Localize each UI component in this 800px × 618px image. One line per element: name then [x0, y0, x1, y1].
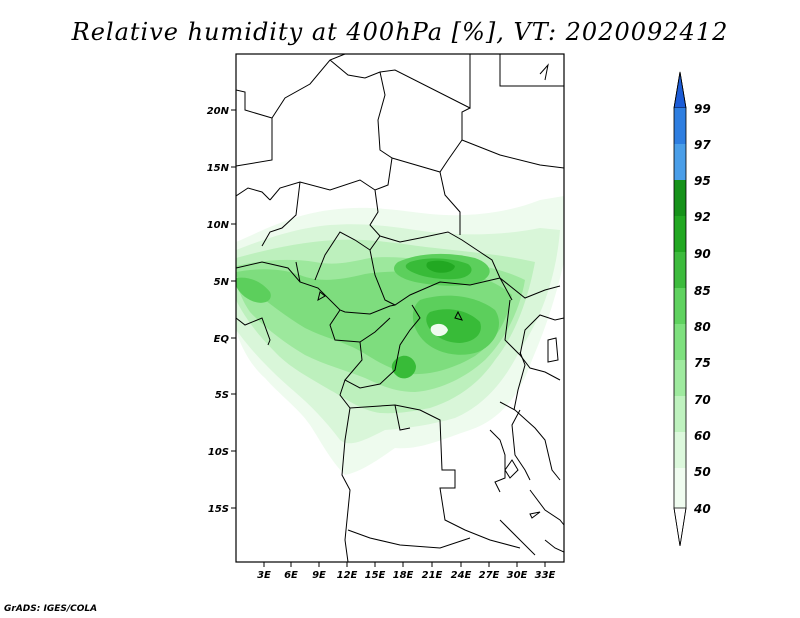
lon-tick-marks [263, 562, 546, 567]
lon-tick-label: 30E [507, 570, 528, 581]
lat-tick-label: 15S [208, 504, 229, 515]
colorbar-segment [674, 396, 686, 432]
colorbar-label: 95 [694, 174, 711, 188]
colorbar-label: 70 [694, 393, 711, 407]
colorbar-label: 99 [694, 102, 711, 116]
lon-tick-label: 3E [257, 570, 271, 581]
colorbar-label: 50 [694, 465, 711, 479]
lon-tick-labels: 3E 6E 9E 12E 15E 18E 21E 24E 27E 30E 33E [257, 570, 555, 581]
chart-title: Relative humidity at 400hPa [%], VT: 202… [71, 18, 729, 46]
humidity-field [236, 196, 564, 475]
lon-tick-label: 21E [422, 570, 443, 581]
lat-tick-label: EQ [214, 334, 230, 345]
colorbar-outline [673, 71, 687, 547]
colorbar-bottom-arrow [673, 507, 687, 547]
humidity-band-90 [426, 260, 455, 273]
colorbar-label: 92 [694, 210, 711, 224]
lat-tick-label: 20N [207, 106, 230, 117]
colorbar-segment [674, 432, 686, 468]
country-borders [236, 54, 564, 562]
lon-tick-label: 33E [535, 570, 556, 581]
humidity-band-85c [391, 355, 416, 379]
colorbar-label: 80 [694, 320, 711, 334]
humidity-band-80c [236, 277, 271, 303]
colorbar-label: 40 [693, 502, 711, 516]
colorbar-segment [674, 180, 686, 216]
colorbar-segment [674, 108, 686, 144]
lon-tick-label: 18E [393, 570, 414, 581]
colorbar-segment [674, 324, 686, 360]
colorbar-label: 75 [694, 356, 711, 370]
lon-tick-label: 24E [451, 570, 472, 581]
colorbar: 99 97 95 92 90 85 80 75 70 60 50 40 [673, 71, 711, 547]
colorbar-label: 90 [694, 247, 711, 261]
lon-tick-label: 15E [365, 570, 386, 581]
credit-label: GrADS: IGES/COLA [4, 604, 98, 614]
lon-tick-label: 12E [337, 570, 358, 581]
lat-tick-labels: 20N 15N 10N 5N EQ 5S 10S 15S [207, 106, 230, 515]
lat-tick-label: 10S [208, 447, 229, 458]
map-frame [235, 53, 565, 563]
lat-tick-label: 5N [214, 277, 230, 288]
lat-tick-marks [231, 109, 236, 509]
colorbar-segment [674, 144, 686, 180]
colorbar-segment [674, 216, 686, 252]
colorbar-label: 85 [694, 284, 711, 298]
colorbar-label: 97 [694, 138, 711, 152]
humidity-band-40-patch [430, 323, 448, 337]
colorbar-label: 60 [694, 429, 711, 443]
colorbar-top-arrow [673, 71, 687, 109]
lon-tick-label: 9E [312, 570, 326, 581]
lon-tick-label: 6E [284, 570, 298, 581]
lat-tick-label: 5S [215, 390, 229, 401]
lat-tick-label: 10N [207, 220, 230, 231]
colorbar-segment [674, 252, 686, 288]
colorbar-segment [674, 288, 686, 324]
colorbar-segment [674, 360, 686, 396]
lat-tick-label: 15N [207, 163, 230, 174]
lon-tick-label: 27E [479, 570, 500, 581]
colorbar-segment [674, 468, 686, 508]
